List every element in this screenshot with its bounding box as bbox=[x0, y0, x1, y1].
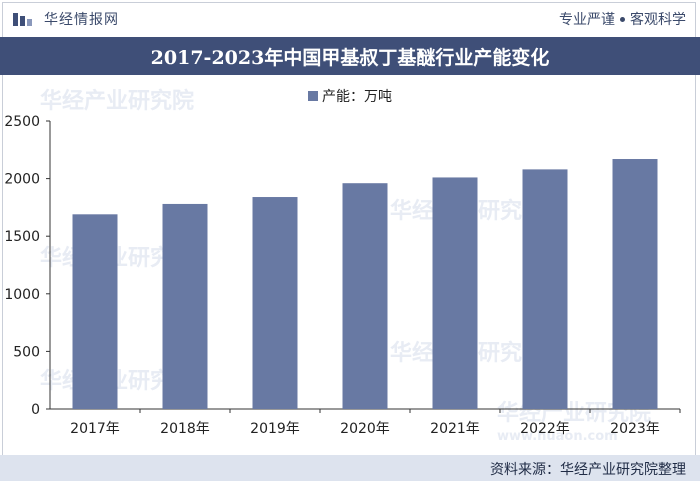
y-tick-label: 1000 bbox=[4, 287, 40, 303]
top-bar: 华经情报网 专业严谨 客观科学 bbox=[0, 0, 700, 34]
footer-bar: 资料来源：华经产业研究院整理 bbox=[0, 455, 700, 481]
x-tick-label: 2017年 bbox=[70, 421, 120, 437]
x-tick-label: 2020年 bbox=[340, 421, 390, 437]
watermark-text: 华经产业研究院 bbox=[40, 88, 194, 114]
tagline-right: 客观科学 bbox=[630, 12, 686, 28]
bullet-dot-icon bbox=[620, 16, 625, 22]
legend: 产能：万吨 bbox=[0, 86, 700, 106]
tagline: 专业严谨 客观科学 bbox=[559, 9, 686, 29]
y-tick-label: 2000 bbox=[4, 172, 40, 188]
x-tick-label: 2023年 bbox=[610, 421, 660, 437]
y-tick-label: 0 bbox=[31, 402, 40, 418]
x-tick-label: 2018年 bbox=[160, 421, 210, 437]
tagline-left: 专业严谨 bbox=[559, 12, 615, 28]
source-note: 资料来源：华经产业研究院整理 bbox=[490, 462, 686, 478]
logo-text: 华经情报网 bbox=[44, 12, 119, 28]
bar-2021年[interactable] bbox=[432, 177, 478, 409]
brand-logo: 华经情报网 bbox=[12, 9, 119, 29]
y-tick-label: 1500 bbox=[4, 229, 40, 245]
bar-2022年[interactable] bbox=[522, 169, 568, 409]
y-tick-label: 2500 bbox=[4, 114, 40, 130]
title-bar: 2017-2023年中国甲基叔丁基醚行业产能变化 bbox=[0, 37, 700, 75]
y-tick-label: 500 bbox=[13, 344, 40, 360]
legend-swatch bbox=[308, 91, 318, 101]
bar-2018年[interactable] bbox=[162, 203, 208, 409]
bar-2019年[interactable] bbox=[252, 197, 298, 409]
x-tick-label: 2022年 bbox=[520, 421, 570, 437]
x-tick-label: 2019年 bbox=[250, 421, 300, 437]
chart-title: 2017-2023年中国甲基叔丁基醚行业产能变化 bbox=[150, 46, 550, 69]
bar-2023年[interactable] bbox=[612, 159, 658, 409]
legend-label: 产能：万吨 bbox=[322, 89, 392, 105]
bar-2020年[interactable] bbox=[342, 183, 388, 409]
logo-bars-icon bbox=[13, 13, 32, 26]
x-tick-label: 2021年 bbox=[430, 421, 480, 437]
bar-2017年[interactable] bbox=[72, 214, 118, 409]
watermark-url: www.huaon.com bbox=[497, 429, 618, 444]
